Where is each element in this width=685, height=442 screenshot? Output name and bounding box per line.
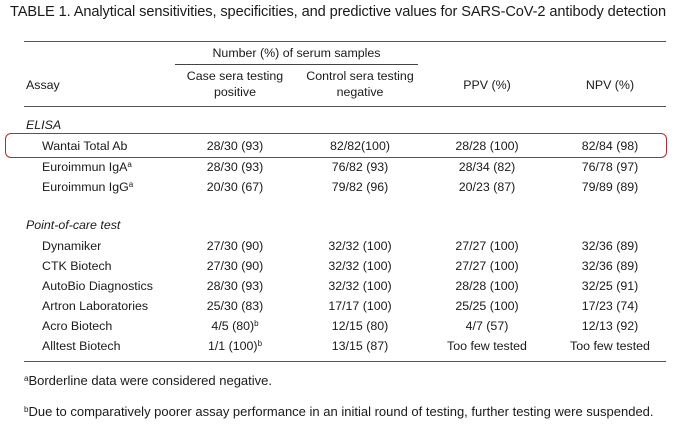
cell-case: 4/5 (80)b xyxy=(211,319,259,333)
cell-ppv: 28/34 (82) xyxy=(458,160,516,174)
cell-case: 20/30 (67) xyxy=(206,180,264,194)
cell-case: 27/30 (90) xyxy=(206,239,264,253)
cell-assay: Acro Biotech xyxy=(42,319,113,333)
header-case-line1: Case sera testing xyxy=(186,69,284,83)
cell-assay: Alltest Biotech xyxy=(42,339,121,353)
footnote-mark: a xyxy=(128,180,134,189)
cell-npv: 76/78 (97) xyxy=(581,160,639,174)
section-label-point-of-care: Point-of-care test xyxy=(26,218,121,232)
cell-control: 79/82 (96) xyxy=(331,180,389,194)
cell-npv: 32/25 (91) xyxy=(581,279,639,293)
table-title: TABLE 1. Analytical sensitivities, speci… xyxy=(10,4,667,20)
cell-case: 28/30 (93) xyxy=(206,139,264,153)
cell-ppv: 20/23 (87) xyxy=(458,180,516,194)
cell-case: 28/30 (93) xyxy=(206,279,264,293)
table-bottom-rule xyxy=(24,361,666,362)
cell-control: 17/17 (100) xyxy=(328,299,392,313)
header-control-line2: negative xyxy=(336,85,384,99)
header-case: Case sera testing positive xyxy=(170,68,300,100)
cell-npv: 79/89 (89) xyxy=(581,180,639,194)
section-label-elisa: ELISA xyxy=(26,118,62,132)
cell-case: 25/30 (83) xyxy=(206,299,264,313)
cell-control: 32/32 (100) xyxy=(328,239,392,253)
cell-ppv: 4/7 (57) xyxy=(465,319,509,333)
cell-assay: CTK Biotech xyxy=(42,259,112,273)
cell-control: 12/15 (80) xyxy=(331,319,389,333)
cell-control: 13/15 (87) xyxy=(331,339,389,353)
footnote-b: bDue to comparatively poorer assay perfo… xyxy=(24,404,654,419)
cell-npv: 32/36 (89) xyxy=(581,259,639,273)
cell-ppv: 28/28 (100) xyxy=(455,279,519,293)
footnote-mark: a xyxy=(127,160,132,169)
cell-ppv: 27/27 (100) xyxy=(455,259,519,273)
footnote-mark: b xyxy=(24,405,29,414)
cell-assay: Artron Laboratories xyxy=(42,299,149,313)
cell-ppv: Too few tested xyxy=(447,339,527,353)
cell-control: 32/32 (100) xyxy=(328,259,392,273)
cell-ppv: 25/25 (100) xyxy=(455,299,519,313)
cell-npv: 12/13 (92) xyxy=(581,319,639,333)
top-rule xyxy=(24,41,666,42)
header-case-line2: positive xyxy=(213,85,256,99)
footnote-a: aBorderline data were considered negativ… xyxy=(24,373,272,388)
cell-ppv: 27/27 (100) xyxy=(455,239,519,253)
cell-assay: Dynamiker xyxy=(42,239,102,253)
cell-case: 1/1 (100)b xyxy=(207,339,263,353)
header-assay: Assay xyxy=(26,78,60,92)
footnote-mark: a xyxy=(24,374,29,383)
cell-control: 82/82(100) xyxy=(330,139,390,153)
header-ppv: PPV (%) xyxy=(463,78,511,92)
highlight-box xyxy=(5,133,667,158)
cell-npv: 17/23 (74) xyxy=(581,299,639,313)
cell-case: 27/30 (90) xyxy=(206,259,264,273)
cell-assay: Wantai Total Ab xyxy=(42,139,128,153)
header-bottom-rule xyxy=(24,106,666,107)
header-control-line1: Control sera testing xyxy=(306,69,414,83)
cell-ppv: 28/28 (100) xyxy=(455,139,519,153)
cell-npv: 82/84 (98) xyxy=(581,139,639,153)
cell-control: 76/82 (93) xyxy=(331,160,389,174)
cell-assay: Euroimmun IgGa xyxy=(42,180,134,194)
group-header-rule xyxy=(175,64,418,65)
header-npv: NPV (%) xyxy=(585,78,635,92)
cell-case: 28/30 (93) xyxy=(206,160,264,174)
group-header: Number (%) of serum samples xyxy=(212,46,381,60)
cell-assay: Euroimmun IgAa xyxy=(42,160,132,174)
cell-assay: AutoBio Diagnostics xyxy=(42,279,153,293)
header-control: Control sera testing negative xyxy=(295,68,425,100)
cell-control: 32/32 (100) xyxy=(328,279,392,293)
cell-npv: 32/36 (89) xyxy=(581,239,639,253)
footnote-mark: b xyxy=(257,339,263,348)
footnote-mark: b xyxy=(254,319,259,328)
cell-npv: Too few tested xyxy=(570,339,650,353)
